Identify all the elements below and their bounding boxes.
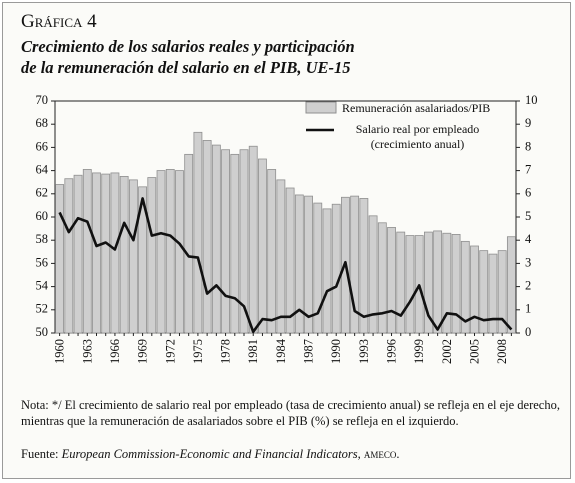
source-org: ameco. — [363, 447, 400, 461]
bar — [211, 144, 221, 334]
legend-label: Remuneración asalariados/PIB — [342, 101, 491, 115]
x-tick-label: 1999 — [412, 339, 426, 364]
bar — [202, 140, 212, 334]
y2-tick-label: 2 — [525, 278, 531, 292]
x-tick-label: 2008 — [495, 339, 509, 364]
bar — [55, 184, 65, 334]
x-tick-label: 1993 — [357, 339, 371, 364]
legend-swatch — [305, 101, 337, 114]
bar — [433, 230, 443, 334]
bar — [193, 131, 203, 334]
x-tick-label: 1987 — [302, 339, 316, 364]
x-tick-label: 1978 — [219, 339, 233, 364]
bar — [451, 233, 461, 334]
bar — [147, 177, 157, 334]
y2-tick-label: 6 — [525, 186, 531, 200]
y-tick-label: 66 — [36, 139, 49, 153]
source-text: European Commission-Economic and Financi… — [61, 447, 361, 461]
bar — [267, 169, 277, 334]
y2-tick-label: 4 — [525, 232, 532, 246]
source: Fuente: European Commission-Economic and… — [21, 447, 400, 462]
x-tick-label: 1981 — [246, 339, 260, 364]
bar — [221, 149, 230, 334]
bar — [285, 187, 295, 334]
x-tick-label: 1990 — [329, 339, 343, 364]
bar — [64, 178, 74, 334]
bar — [396, 231, 406, 334]
y-tick-label: 62 — [36, 186, 49, 200]
y2-tick-label: 8 — [525, 139, 531, 153]
x-tick-label: 1969 — [136, 339, 150, 364]
y-tick-label: 50 — [36, 325, 49, 339]
bar — [82, 169, 92, 334]
chart-subtitle: de la remuneración del salario en el PIB… — [21, 58, 351, 77]
y2-tick-label: 5 — [525, 209, 531, 223]
y-tick-label: 58 — [36, 232, 49, 246]
bar — [184, 153, 194, 334]
bar — [175, 170, 184, 334]
chart-title: Gráfica 4 — [21, 11, 97, 32]
x-tick-label: 2002 — [440, 339, 454, 364]
bar — [304, 195, 313, 334]
bar — [276, 179, 286, 334]
y2-tick-label: 10 — [525, 93, 538, 107]
bar — [322, 208, 332, 334]
bar — [110, 172, 120, 334]
bar — [488, 253, 498, 334]
y-tick-label: 64 — [36, 162, 49, 176]
note: Nota: */ El crecimiento de salario real … — [21, 398, 560, 428]
y-tick-label: 68 — [36, 116, 49, 130]
line — [58, 197, 513, 334]
bar — [156, 170, 166, 334]
y2-tick-label: 0 — [525, 325, 531, 339]
y-tick-label: 60 — [36, 209, 49, 223]
y2-tick-label: 3 — [525, 255, 531, 269]
y2-tick-label: 9 — [525, 116, 531, 130]
x-tick-label: 1972 — [163, 339, 177, 364]
bar — [387, 227, 396, 334]
bar — [405, 235, 415, 334]
bar — [73, 174, 83, 334]
bar — [119, 175, 129, 334]
x-tick-label: 2005 — [468, 339, 482, 364]
bar — [92, 172, 101, 334]
bar — [331, 203, 341, 334]
y2-tick-label: 1 — [525, 302, 531, 316]
bar — [101, 173, 111, 334]
chart-subtitle: Crecimiento de los salarios reales y par… — [21, 37, 355, 56]
bar — [230, 153, 240, 334]
x-tick-label: 1963 — [80, 339, 94, 364]
bar — [506, 236, 516, 334]
y-tick-label: 70 — [36, 93, 49, 107]
bar — [258, 158, 267, 334]
y-tick-label: 56 — [36, 255, 49, 269]
source-label: Fuente: — [21, 447, 59, 461]
x-tick-label: 1960 — [53, 339, 67, 364]
x-tick-label: 1996 — [385, 339, 399, 364]
bar — [248, 145, 258, 334]
bar — [165, 169, 175, 334]
x-tick-label: 1966 — [108, 339, 122, 364]
y-tick-label: 52 — [36, 302, 49, 316]
legend-label: Salario real por empleado (crecimiento a… — [355, 122, 480, 151]
y2-tick-label: 7 — [525, 162, 531, 176]
x-tick-label: 1984 — [274, 338, 288, 364]
bar — [377, 222, 387, 334]
y-tick-label: 54 — [36, 278, 49, 292]
bar — [470, 245, 479, 334]
bar — [128, 179, 138, 334]
x-tick-label: 1975 — [191, 339, 205, 364]
bar — [359, 198, 369, 334]
